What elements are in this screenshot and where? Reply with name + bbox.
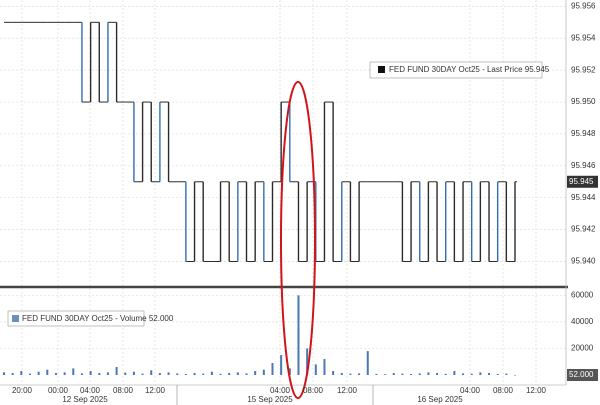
- legend-swatch: [378, 66, 385, 73]
- y-tick-label: 20000: [571, 344, 594, 353]
- x-tick-label: 04:00: [80, 386, 101, 395]
- x-tick-label: 08:00: [113, 386, 134, 395]
- y-tick-label: 95.942: [571, 225, 596, 234]
- volume-bar: [470, 373, 473, 375]
- legend-swatch: [12, 315, 19, 322]
- volume-bar: [150, 370, 153, 375]
- volume-bar: [366, 351, 369, 375]
- volume-bar: [37, 371, 40, 375]
- volume-bar: [176, 373, 179, 375]
- volume-bar: [505, 373, 508, 375]
- volume-bar: [54, 373, 57, 375]
- volume-bar: [358, 373, 361, 375]
- y-tick-label: 95.940: [571, 257, 596, 266]
- volume-bar: [340, 373, 343, 375]
- volume-bar: [314, 364, 317, 375]
- volume-bar: [132, 371, 135, 375]
- last-volume-label: 52.000: [569, 370, 594, 379]
- volume-bar: [410, 373, 413, 375]
- x-tick-label: 04:00: [270, 386, 291, 395]
- volume-bar: [11, 373, 14, 375]
- volume-legend: FED FUND 30DAY Oct25 - Volume 52.000: [22, 314, 174, 323]
- volume-bar: [193, 373, 196, 375]
- volume-bar: [141, 373, 144, 375]
- volume-bar: [418, 373, 421, 375]
- volume-bar: [514, 374, 516, 376]
- last-volume-box: [567, 369, 598, 381]
- price-legend: FED FUND 30DAY Oct25 - Last Price 95.945: [389, 65, 550, 74]
- date-label: 16 Sep 2025: [417, 395, 463, 404]
- y-tick-label: 95.948: [571, 129, 596, 138]
- volume-bar: [46, 369, 49, 375]
- volume-bar: [124, 372, 127, 375]
- x-tick-label: 20:00: [12, 386, 33, 395]
- volume-bar: [271, 363, 274, 375]
- last-price-box: [567, 175, 598, 188]
- volume-bar: [219, 373, 222, 375]
- y-tick-label: 95.946: [571, 161, 596, 170]
- volume-bar: [28, 373, 31, 375]
- volume-bar: [488, 373, 491, 375]
- volume-bar: [401, 373, 404, 375]
- y-tick-label: 95.950: [571, 97, 596, 106]
- volume-bar: [375, 373, 378, 375]
- volume-bar: [80, 373, 83, 375]
- x-tick-label: 00:00: [48, 386, 69, 395]
- volume-bar: [202, 373, 205, 375]
- volume-bar: [384, 374, 387, 375]
- volume-bar: [479, 372, 482, 375]
- volume-bar: [496, 373, 499, 375]
- x-tick-label: 08:00: [493, 386, 514, 395]
- volume-bar: [297, 295, 300, 375]
- volume-bar: [167, 372, 170, 375]
- x-tick-label: 12:00: [145, 386, 166, 395]
- volume-bar: [106, 372, 109, 375]
- y-tick-label: 95.944: [571, 193, 596, 202]
- volume-bar: [306, 348, 309, 375]
- x-tick-label: 04:00: [460, 386, 481, 395]
- last-price-label: 95.945: [569, 177, 594, 186]
- volume-bar: [427, 372, 430, 375]
- volume-bar: [20, 371, 23, 375]
- highlight-ellipse: [280, 81, 316, 399]
- volume-bar: [184, 373, 187, 375]
- volume-bar: [3, 372, 5, 375]
- x-tick-label: 08:00: [303, 386, 324, 395]
- volume-bar: [89, 371, 92, 375]
- y-tick-label: 60000: [571, 290, 594, 299]
- volume-bar: [72, 368, 75, 375]
- volume-bar: [462, 373, 465, 375]
- volume-bar: [228, 373, 231, 375]
- y-tick-label: 40000: [571, 317, 594, 326]
- y-tick-label: 95.952: [571, 65, 596, 74]
- volume-bar: [210, 371, 213, 375]
- volume-bar: [158, 373, 161, 375]
- x-tick-label: 12:00: [337, 386, 358, 395]
- volume-bar: [280, 355, 283, 375]
- volume-bar: [254, 371, 257, 375]
- volume-bar: [262, 369, 265, 375]
- volume-bar: [349, 373, 352, 375]
- volume-legend-box: [7, 310, 145, 327]
- date-label: 15 Sep 2025: [247, 395, 293, 404]
- volume-bar: [332, 371, 335, 375]
- volume-bar: [323, 359, 326, 375]
- volume-bar: [288, 368, 291, 375]
- volume-bar: [392, 373, 395, 375]
- y-tick-label: 95.954: [571, 33, 596, 42]
- volume-bar: [436, 373, 439, 375]
- volume-bar: [444, 373, 447, 375]
- volume-bar: [98, 373, 101, 375]
- volume-bar: [236, 372, 239, 375]
- volume-bar: [245, 373, 248, 375]
- price-legend-box: [369, 61, 543, 79]
- x-tick-label: 12:00: [526, 386, 547, 395]
- date-label: 12 Sep 2025: [62, 395, 108, 404]
- volume-bar: [63, 372, 66, 375]
- volume-bar: [453, 371, 456, 375]
- volume-bar: [115, 367, 118, 375]
- y-tick-label: 95.956: [571, 1, 596, 10]
